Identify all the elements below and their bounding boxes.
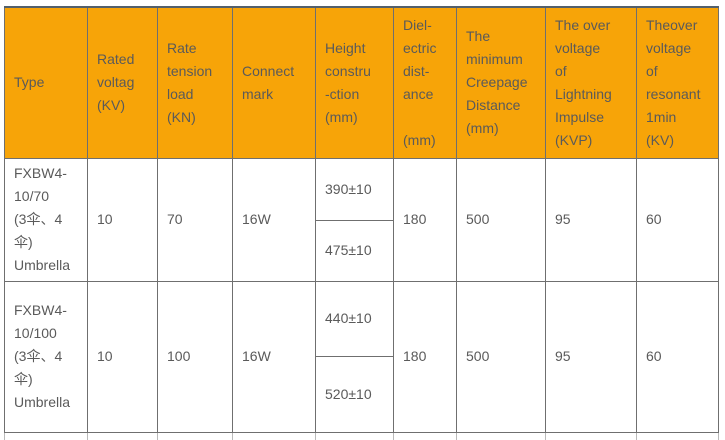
cell-height-a: 440±10 [315, 280, 394, 357]
cell-height-b: 475±10 [315, 219, 394, 282]
cell-lightning-impulse: 95 [545, 280, 637, 433]
cell-creepage-distance: 500 [456, 157, 546, 282]
empty-cell [545, 432, 637, 440]
cell-resonant-voltage: 60 [636, 157, 719, 282]
cell-type: FXBW4- 10/100 (3伞、4 伞) Umbrella [4, 280, 88, 433]
col-header-tension-load: Rate tension load (KN) [157, 6, 233, 159]
empty-cell [315, 432, 394, 440]
cell-creepage-distance: 500 [456, 280, 546, 433]
cell-dielectric-distance: 180 [393, 157, 457, 282]
table-row: FXBW4- 10/70 (3伞、4 伞) Umbrella 10 70 16W… [4, 157, 719, 282]
col-header-height-construction: Height constru -ction (mm) [315, 6, 394, 159]
empty-cell [4, 432, 88, 440]
cell-dielectric-distance: 180 [393, 280, 457, 433]
cell-rated-voltage: 10 [87, 157, 158, 282]
col-header-connect-mark: Connect mark [232, 6, 316, 159]
cell-connect-mark: 16W [232, 280, 316, 433]
cell-height-b: 520±10 [315, 355, 394, 433]
empty-cell [393, 432, 457, 440]
cell-resonant-voltage: 60 [636, 280, 719, 433]
table-row: FXBW4- 10/100 (3伞、4 伞) Umbrella 10 100 1… [4, 280, 719, 433]
cell-connect-mark: 16W [232, 157, 316, 282]
cell-tension-load: 100 [157, 280, 233, 433]
empty-cell [456, 432, 546, 440]
cell-tension-load: 70 [157, 157, 233, 282]
empty-cell [232, 432, 316, 440]
empty-cell [157, 432, 233, 440]
table-row: 475±10 [5, 219, 719, 282]
insulator-spec-table: Type Rated voltag (KV) Rate tension load… [4, 6, 719, 440]
cell-rated-voltage: 10 [87, 280, 158, 433]
col-header-creepage-distance: The minimum Creepage Distance (mm) [456, 6, 546, 159]
cut-off-row [4, 432, 719, 440]
empty-cell [636, 432, 719, 440]
empty-cell [87, 432, 158, 440]
header-row: Type Rated voltag (KV) Rate tension load… [4, 6, 719, 159]
col-header-type: Type [4, 6, 88, 159]
col-header-lightning-impulse: The over voltage of Lightning Impulse (K… [545, 6, 637, 159]
col-header-rated-voltage: Rated voltag (KV) [87, 6, 158, 159]
table-row: 520±10 [5, 355, 719, 433]
cell-height-a: 390±10 [315, 157, 394, 221]
cell-type: FXBW4- 10/70 (3伞、4 伞) Umbrella [4, 157, 88, 282]
col-header-resonant-voltage: Theover voltage of resonant 1min (KV) [636, 6, 719, 159]
cell-lightning-impulse: 95 [545, 157, 637, 282]
col-header-dielectric-distance: Diel- ectric dist- ance (mm) [393, 6, 457, 159]
